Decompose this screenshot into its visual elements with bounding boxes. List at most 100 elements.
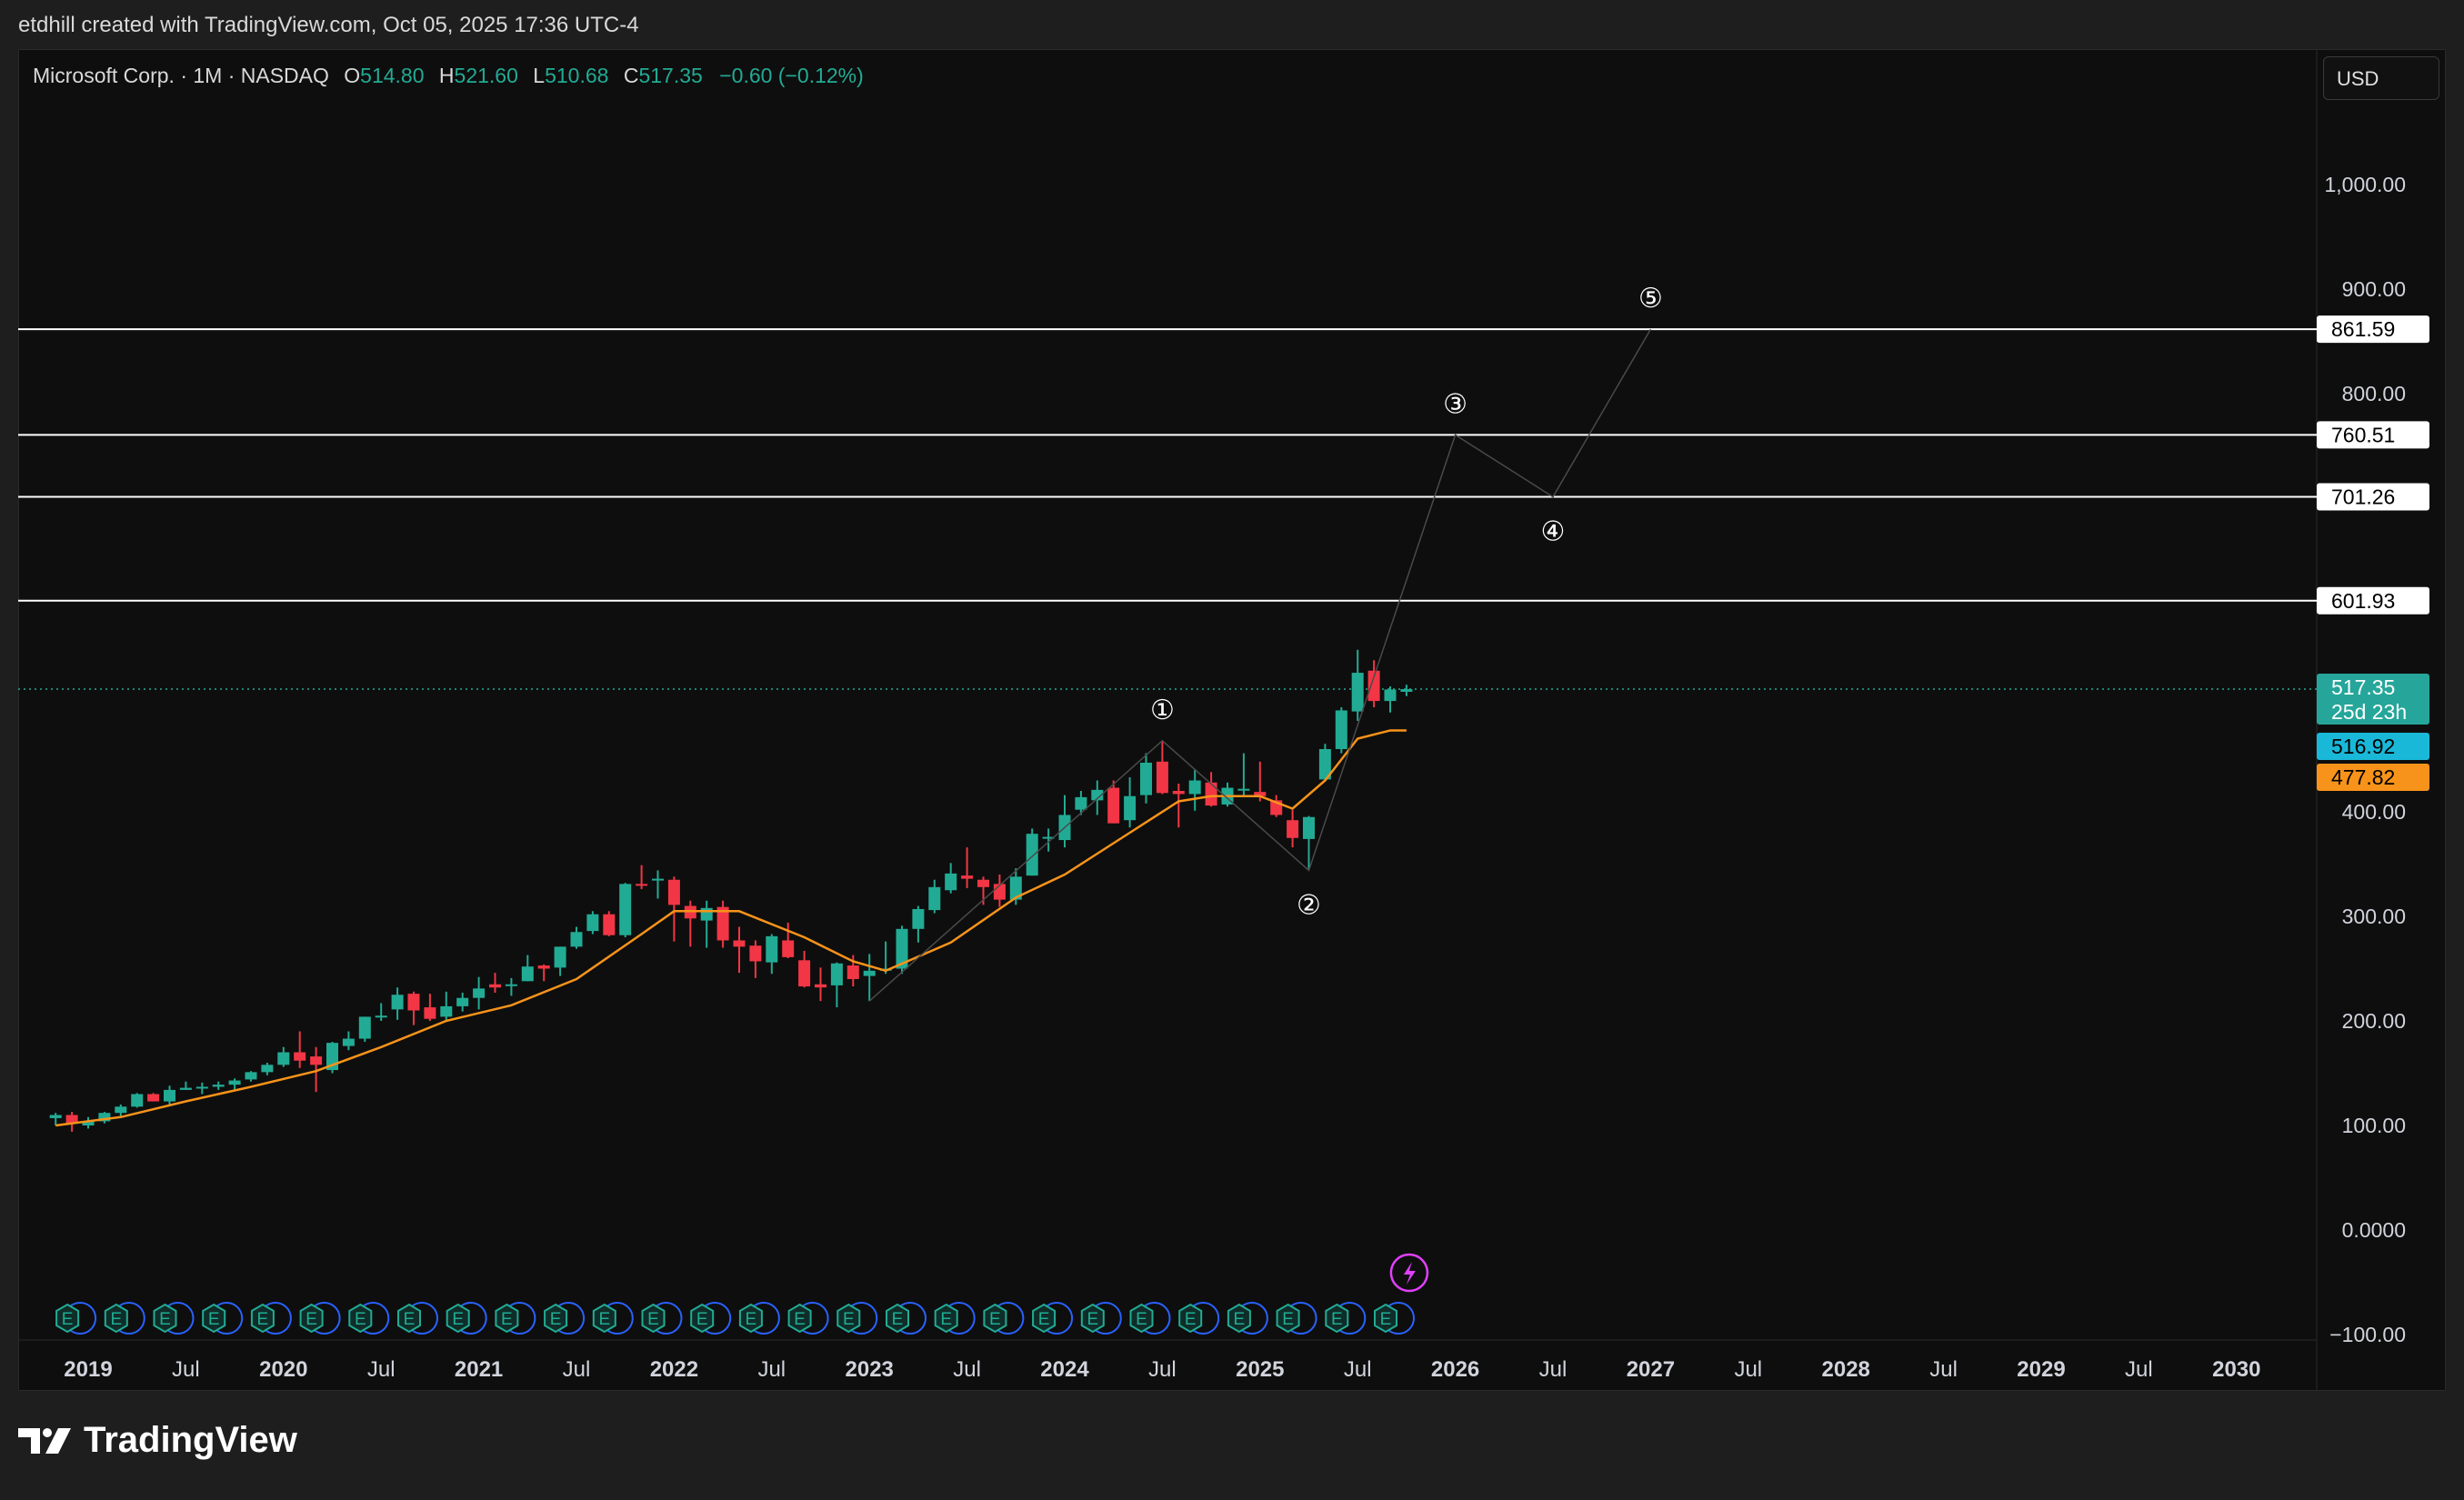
candle-body xyxy=(1400,689,1413,692)
x-axis-tick-label: 2028 xyxy=(1822,1357,1870,1382)
candle-body xyxy=(391,995,404,1010)
candle-body xyxy=(700,907,713,921)
close-value: 517.35 xyxy=(638,64,703,87)
candle-body xyxy=(147,1094,160,1102)
x-axis-tick-label: 2030 xyxy=(2212,1357,2260,1382)
x-axis-tick-label: Jul xyxy=(1539,1357,1568,1382)
candle-body xyxy=(179,1087,192,1090)
candle-body xyxy=(342,1038,355,1046)
x-axis-tick-label: 2024 xyxy=(1040,1357,1089,1382)
x-axis-tick-label: Jul xyxy=(1148,1357,1177,1382)
candle-body xyxy=(1042,836,1055,839)
candle-body xyxy=(195,1086,208,1089)
earnings-marker-label: E xyxy=(501,1310,513,1329)
x-axis-tick-label: Jul xyxy=(563,1357,591,1382)
earnings-marker xyxy=(886,1303,909,1334)
y-axis-tick-label: −100.00 xyxy=(2329,1323,2406,1346)
x-axis-tick-label: 2020 xyxy=(259,1357,307,1382)
earnings-marker xyxy=(153,1303,177,1334)
x-axis-tick-label: Jul xyxy=(367,1357,396,1382)
candle-body xyxy=(407,994,420,1011)
x-axis-tick-label: 2023 xyxy=(846,1357,894,1382)
earnings-marker xyxy=(299,1303,324,1334)
candle-body xyxy=(1091,789,1104,801)
earnings-marker xyxy=(1227,1303,1251,1334)
candle-body xyxy=(993,884,1006,900)
change-value: −0.60 (−0.12%) xyxy=(719,64,864,87)
x-axis-tick-label: 2019 xyxy=(64,1357,112,1382)
candle-body xyxy=(98,1113,111,1122)
earnings-marker-label: E xyxy=(1282,1310,1294,1329)
candle-body xyxy=(896,928,908,969)
earnings-marker xyxy=(1178,1303,1203,1334)
lightning-icon xyxy=(1403,1262,1416,1285)
high-label: H xyxy=(438,64,455,87)
candle-body xyxy=(358,1016,371,1039)
earnings-marker-label: E xyxy=(62,1310,74,1329)
attribution-text: etdhill created with TradingView.com, Oc… xyxy=(18,13,639,37)
open-value: 514.80 xyxy=(360,64,425,87)
elliott-wave-label: ② xyxy=(1297,889,1321,921)
price-label-text: 861.59 xyxy=(2331,317,2395,341)
candle-body xyxy=(603,914,616,935)
candle-body xyxy=(521,966,534,982)
earnings-marker-label: E xyxy=(989,1310,1001,1329)
candle-body xyxy=(733,940,746,947)
x-axis-tick-label: Jul xyxy=(1344,1357,1372,1382)
y-axis-tick-label: 0.0000 xyxy=(2342,1218,2406,1242)
candle-body xyxy=(1367,670,1380,702)
low-value: 510.68 xyxy=(545,64,609,87)
price-label-box xyxy=(2317,733,2429,760)
earnings-marker-label: E xyxy=(110,1310,122,1329)
elliott-wave-label: ① xyxy=(1150,695,1175,726)
chart-pane[interactable] xyxy=(18,49,2446,1391)
candle-body xyxy=(1156,761,1168,794)
price-label-text: 760.51 xyxy=(2331,423,2395,446)
price-label-countdown: 25d 23h xyxy=(2331,700,2407,724)
symbol-name: Microsoft Corp. · 1M · NASDAQ xyxy=(33,64,329,87)
x-axis-tick-label: 2027 xyxy=(1627,1357,1675,1382)
earnings-marker-label: E xyxy=(1331,1310,1343,1329)
price-label-text: 516.92 xyxy=(2331,735,2395,758)
elliott-wave-label: ④ xyxy=(1541,516,1566,548)
candle-body xyxy=(798,960,811,987)
candle-body xyxy=(473,988,486,998)
candle-body xyxy=(228,1080,241,1085)
candle-body xyxy=(1237,788,1250,791)
candle-body xyxy=(82,1121,95,1125)
candle-body xyxy=(830,963,843,985)
currency-button[interactable]: USD xyxy=(2323,56,2439,100)
earnings-marker-label: E xyxy=(598,1310,610,1329)
candle-body xyxy=(164,1089,175,1102)
candle-body xyxy=(1303,816,1315,839)
earnings-marker xyxy=(787,1303,812,1334)
candle-body xyxy=(846,965,859,979)
x-axis-tick-label: 2021 xyxy=(455,1357,503,1382)
candle-body xyxy=(636,884,648,886)
y-axis-tick-label: 200.00 xyxy=(2342,1009,2406,1033)
candle-body xyxy=(1188,780,1201,795)
candle-body xyxy=(1205,782,1217,806)
candle-body xyxy=(212,1085,225,1087)
candle-body xyxy=(440,1005,453,1017)
tradingview-logo-icon xyxy=(18,1427,71,1454)
x-axis-tick-label: Jul xyxy=(953,1357,981,1382)
earnings-marker xyxy=(1374,1303,1397,1334)
brand-name: TradingView xyxy=(84,1420,297,1460)
y-axis-tick-label: 400.00 xyxy=(2342,800,2406,824)
earnings-marker xyxy=(1276,1303,1300,1334)
earnings-marker-label: E xyxy=(696,1310,708,1329)
earnings-marker xyxy=(1325,1303,1349,1334)
candle-body xyxy=(115,1106,127,1114)
price-label-box xyxy=(2317,483,2429,511)
price-label-text: 477.82 xyxy=(2331,765,2395,789)
candle-body xyxy=(310,1056,323,1065)
candle-body xyxy=(1318,749,1331,780)
close-label: C xyxy=(623,64,639,87)
candle-body xyxy=(245,1072,257,1080)
candle-body xyxy=(961,875,974,879)
x-axis-tick-label: Jul xyxy=(1929,1357,1958,1382)
y-axis-tick-label: 1,000.00 xyxy=(2324,173,2406,196)
tradingview-brand[interactable]: TradingView xyxy=(18,1420,297,1461)
